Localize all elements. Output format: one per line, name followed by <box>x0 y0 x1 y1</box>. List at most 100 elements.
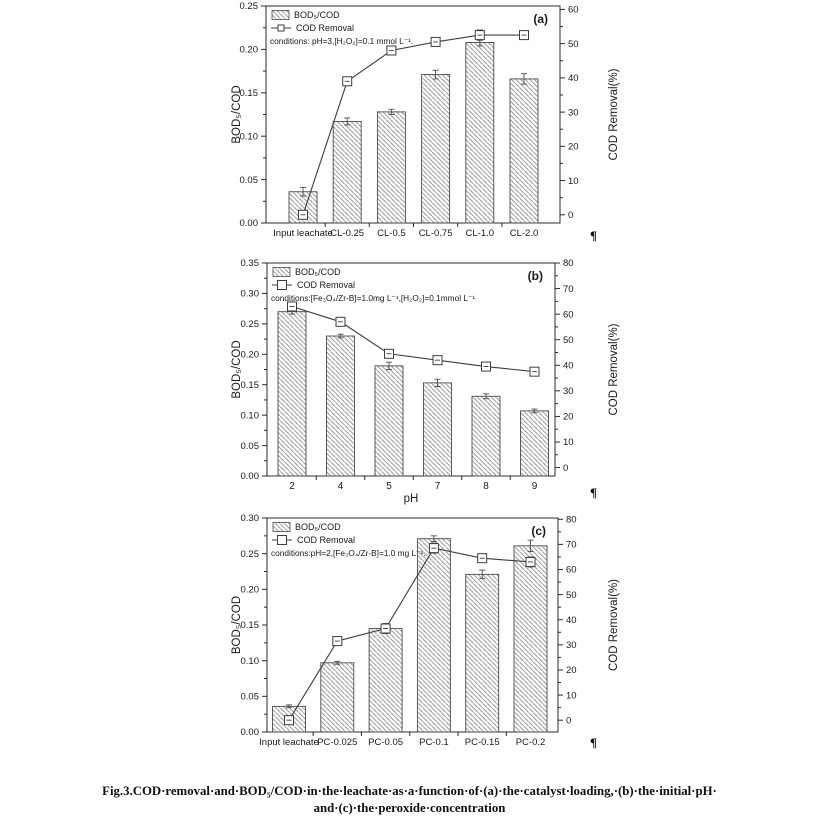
x-category-label: 8 <box>483 481 489 492</box>
bar <box>465 573 500 733</box>
right-tick-label: 70 <box>566 540 577 551</box>
bod-cod-bars <box>277 308 549 477</box>
cod-removal-polyline <box>288 547 531 721</box>
left-tick-label: 0.20 <box>241 585 260 596</box>
chart-panel-c: 0.00 0.05 0.10 0.15 0.20 0.25 0.30 0 10 20 30 40 50 6… <box>225 510 635 760</box>
x-axis: 2 4 5 7 8 9 pH <box>289 476 538 505</box>
right-tick-label: 40 <box>566 615 577 626</box>
left-tick-label: 0.05 <box>241 441 260 452</box>
bar <box>509 78 539 224</box>
bod-cod-bars <box>288 38 539 224</box>
left-tick-label: 0.10 <box>241 656 260 667</box>
x-category-label: PC-0.05 <box>368 737 403 748</box>
cod-removal-line <box>298 29 529 220</box>
conditions-text: conditions:[Fe₃O₄/Zr-B]=1.0mg L⁻¹,[H₂O₂]… <box>271 293 475 303</box>
paragraph-mark-after-chart-a: ¶ <box>590 228 598 243</box>
cod-removal-line <box>284 542 536 726</box>
left-tick-label: 0.25 <box>240 1 259 12</box>
left-axis: 0.00 0.05 0.10 0.15 0.20 0.25 0.30 0.35 <box>241 258 267 482</box>
x-category-label: CL-0.5 <box>377 228 406 239</box>
right-axis-title: COD Removal(%) <box>608 579 620 671</box>
bar <box>465 42 495 224</box>
left-axis-title: BOD₅/COD <box>231 85 243 143</box>
bar <box>520 410 549 477</box>
right-tick-label: 0 <box>566 715 571 726</box>
bar <box>326 335 355 477</box>
left-tick-label: 0.30 <box>241 289 260 300</box>
x-category-label: Input leachate <box>259 737 319 748</box>
right-tick-label: 10 <box>568 176 579 187</box>
right-tick-label: 60 <box>568 5 579 16</box>
figure-caption: Fig.3.COD·removal·and·BOD₅/COD·in·the·le… <box>0 783 819 817</box>
panel-label: (a) <box>533 12 548 26</box>
left-tick-label: 0.15 <box>241 620 260 631</box>
bar <box>421 74 451 224</box>
right-tick-label: 30 <box>566 640 577 651</box>
legend-line-label: COD Removal <box>297 535 355 545</box>
left-tick-label: 0.00 <box>240 218 259 229</box>
x-category-label: PC-0.025 <box>317 737 357 748</box>
right-axis: 0 10 20 30 40 50 60 70 80 <box>558 514 577 726</box>
cod-removal-polyline <box>291 305 535 373</box>
x-category-label: 4 <box>338 481 344 492</box>
x-category-label: CL-0.75 <box>419 228 453 239</box>
right-tick-label: 10 <box>566 690 577 701</box>
bar <box>368 628 403 733</box>
cod-removal-polyline <box>302 34 524 215</box>
chart-panel-b: 0.00 0.05 0.10 0.15 0.20 0.25 0.30 0.35 0 10 20 30 4… <box>225 255 635 505</box>
right-tick-label: 20 <box>566 665 577 676</box>
right-tick-label: 30 <box>568 107 579 118</box>
right-axis: 0 10 20 30 40 50 60 70 80 <box>555 258 574 474</box>
left-axis: 0.00 0.05 0.10 0.15 0.20 0.25 0.30 <box>241 513 267 738</box>
bar <box>471 395 501 477</box>
right-tick-label: 50 <box>568 39 579 50</box>
x-category-label: CL-0.25 <box>330 228 364 239</box>
right-tick-label: 70 <box>563 284 574 295</box>
legend: BOD₅/COD COD Removal conditions: pH=3,[H₂O… <box>270 10 413 46</box>
right-tick-label: 50 <box>563 335 574 346</box>
legend-bar-swatch <box>272 522 291 532</box>
left-tick-label: 0.20 <box>240 45 259 56</box>
bar <box>277 311 307 477</box>
chart-a-canvas: 0.00 0.05 0.10 0.15 0.20 0.25 0 10 20 30 40 50 60 Inp… <box>231 1 620 239</box>
right-tick-label: 40 <box>568 73 579 84</box>
right-tick-label: 10 <box>563 437 574 448</box>
left-tick-label: 0.05 <box>240 175 259 186</box>
right-tick-label: 30 <box>563 386 574 397</box>
cod-removal-line <box>287 301 540 377</box>
panel-label: (b) <box>528 269 543 283</box>
bar <box>513 545 548 733</box>
legend-bar-label: BOD₅/COD <box>295 522 341 532</box>
left-tick-label: 0.25 <box>241 549 260 560</box>
chart-b-canvas: 0.00 0.05 0.10 0.15 0.20 0.25 0.30 0.35 0 10 20 30 4… <box>231 258 620 505</box>
left-axis: 0.00 0.05 0.10 0.15 0.20 0.25 <box>240 1 266 229</box>
bar <box>423 382 452 477</box>
legend-line-label: COD Removal <box>297 280 355 290</box>
x-category-label: PC-0.15 <box>465 737 500 748</box>
legend-bar-swatch <box>272 267 291 277</box>
x-category-label: 5 <box>386 481 392 492</box>
left-tick-label: 0.25 <box>241 319 260 330</box>
right-tick-label: 60 <box>566 565 577 576</box>
right-axis-title: COD Removal(%) <box>608 323 620 415</box>
conditions-text: conditions:pH=2,[Fe₃O₄/Zr-B]=1.0 mg L⁻¹. <box>271 548 426 558</box>
legend: BOD₅/COD COD Removal conditions:pH=2,[Fe₃O… <box>271 522 426 558</box>
chart-panel-a: 0.00 0.05 0.10 0.15 0.20 0.25 0 10 20 30 40 50 60 Inp… <box>225 0 635 250</box>
right-axis: 0 10 20 30 40 50 60 <box>560 5 579 221</box>
left-axis-title: BOD₅/COD <box>231 596 243 654</box>
left-tick-label: 0.05 <box>241 692 260 703</box>
legend-line-label: COD Removal <box>296 23 354 33</box>
legend: BOD₅/COD COD Removal conditions:[Fe₃O₄/Zr-… <box>271 267 475 303</box>
left-tick-label: 0.10 <box>240 131 259 142</box>
bar <box>374 365 404 477</box>
bar <box>376 111 406 224</box>
left-tick-label: 0.00 <box>241 727 260 738</box>
right-tick-label: 20 <box>568 142 579 153</box>
left-axis-title: BOD₅/COD <box>231 340 243 398</box>
bar <box>320 662 355 733</box>
legend-square-marker <box>277 280 287 290</box>
bod-cod-bars <box>272 535 548 733</box>
